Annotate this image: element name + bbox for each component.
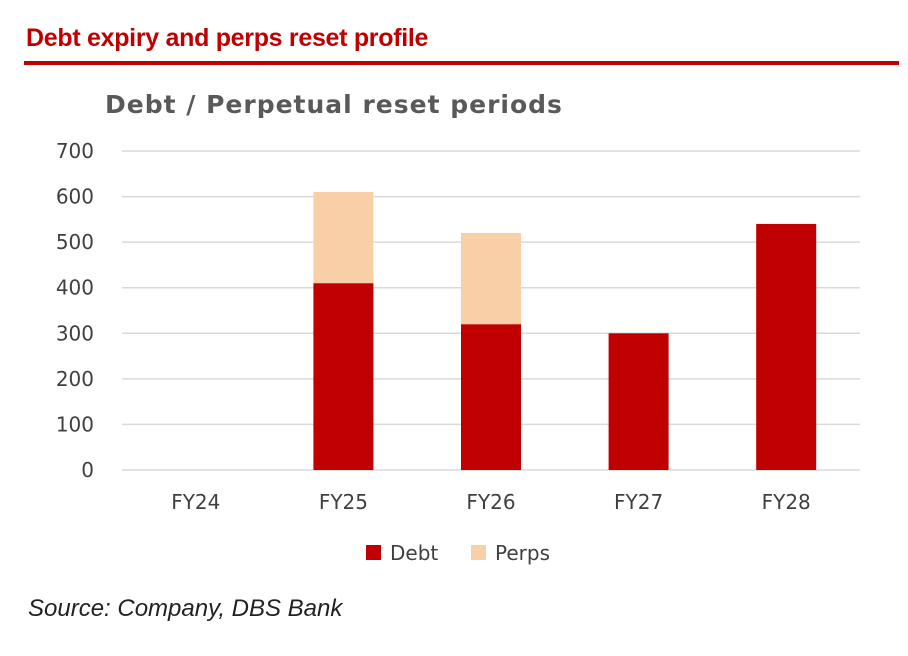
bar-debt-fy25 — [313, 283, 374, 470]
y-tick-label: 100 — [56, 412, 94, 436]
x-tick-label: FY25 — [319, 490, 368, 514]
y-tick-label: 300 — [56, 321, 94, 345]
y-tick-label: 0 — [81, 458, 94, 482]
y-tick-label: 400 — [56, 276, 94, 300]
source-note: Source: Company, DBS Bank — [28, 595, 343, 622]
title-divider — [24, 61, 899, 65]
legend: Debt Perps — [366, 541, 550, 565]
x-tick-label: FY28 — [762, 490, 811, 514]
x-axis-ticks: FY24 FY25 FY26 FY27 FY28 — [171, 490, 811, 514]
bar-debt-fy26 — [461, 324, 521, 470]
legend-swatch-perps — [471, 545, 486, 560]
chart-title: Debt / Perpetual reset periods — [105, 90, 563, 119]
bars — [313, 192, 817, 470]
y-tick-label: 200 — [56, 367, 94, 391]
legend-swatch-debt — [366, 545, 381, 560]
y-tick-label: 700 — [56, 139, 94, 163]
y-tick-label: 500 — [56, 230, 94, 254]
x-tick-label: FY27 — [614, 490, 663, 514]
y-axis-ticks: 0 100 200 300 400 500 600 700 — [56, 139, 94, 482]
legend-label-debt: Debt — [390, 541, 438, 565]
bar-debt-fy28 — [756, 223, 817, 470]
x-tick-label: FY26 — [466, 490, 515, 514]
bar-perps-fy26 — [461, 233, 521, 325]
bar-debt-fy27 — [608, 333, 669, 470]
bar-perps-fy25 — [313, 192, 374, 284]
stacked-bar-chart: Debt / Perpetual reset periods 0 100 200 30… — [56, 90, 860, 565]
x-tick-label: FY24 — [171, 490, 220, 514]
page-title: Debt expiry and perps reset profile — [26, 24, 429, 52]
legend-label-perps: Perps — [495, 541, 550, 565]
y-tick-label: 600 — [56, 185, 94, 209]
